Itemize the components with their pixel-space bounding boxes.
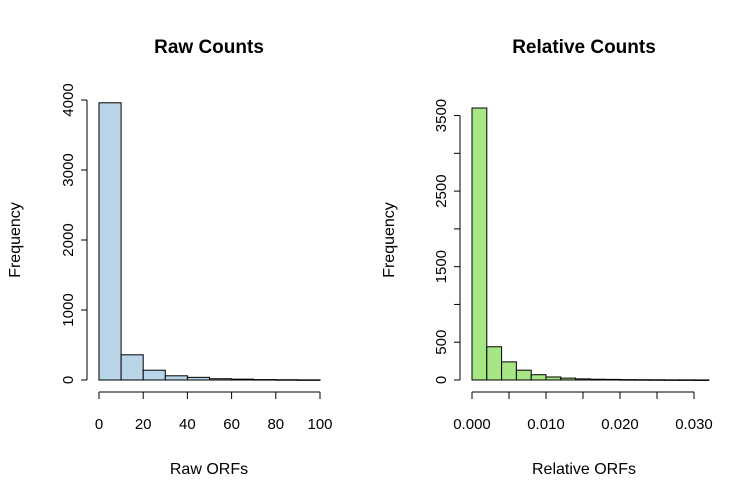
- relative-counts-bar: [515, 369, 532, 381]
- raw-counts-bar: [120, 354, 144, 381]
- relative-counts-x-tick-label: 0.020: [601, 416, 639, 433]
- raw-counts-bar: [142, 369, 166, 381]
- raw-counts-y-tick-label: 0: [60, 376, 77, 384]
- raw-counts-bar: [98, 102, 122, 381]
- raw-counts-ylabel: Frequency: [7, 202, 24, 278]
- relative-counts-bar: [663, 379, 680, 381]
- raw-counts-bar: [209, 378, 233, 381]
- relative-counts-bar: [604, 378, 621, 381]
- raw-counts-x-tick-label: 40: [179, 416, 196, 433]
- raw-counts-bar: [253, 379, 277, 381]
- raw-counts-xlabel: Raw ORFs: [170, 461, 248, 478]
- raw-counts-bar: [164, 375, 188, 381]
- raw-counts-y-tick-label: 3000: [60, 153, 77, 186]
- relative-counts-x-axis: 0.000 0.010 0.020 0.030: [453, 391, 713, 433]
- relative-counts-y-tick-label: 2500: [433, 174, 450, 207]
- raw-counts-x-tick-label: 20: [135, 416, 152, 433]
- relative-counts-title: Relative Counts: [512, 37, 656, 58]
- relative-counts-y-tick-label: 1500: [433, 250, 450, 283]
- relative-counts-bar: [589, 378, 606, 381]
- relative-counts-y-axis: 0 500 1500 2500 3500: [433, 99, 461, 384]
- raw-counts-panel: Raw Counts Frequency Raw ORFs 0100020003…: [7, 37, 333, 478]
- relative-counts-bar: [678, 379, 695, 381]
- relative-counts-xlabel: Relative ORFs: [532, 461, 636, 478]
- raw-counts-x-tick-label: 80: [267, 416, 284, 433]
- relative-counts-bar: [471, 107, 488, 381]
- relative-counts-bar: [545, 376, 562, 381]
- relative-counts-bars: [471, 107, 710, 381]
- raw-counts-x-tick-label: 0: [95, 416, 103, 433]
- raw-counts-x-tick-label: 100: [307, 416, 332, 433]
- relative-counts-x-tick-label: 0.010: [527, 416, 565, 433]
- raw-counts-y-tick-label: 1000: [60, 293, 77, 326]
- relative-counts-y-tick-label: 0: [433, 376, 450, 384]
- relative-counts-x-tick-label: 0.030: [675, 416, 713, 433]
- relative-counts-bar: [575, 378, 591, 381]
- raw-counts-bar: [275, 379, 299, 381]
- raw-counts-bars: [98, 102, 321, 381]
- raw-counts-bar: [231, 378, 255, 381]
- raw-counts-y-tick-label: 4000: [60, 83, 77, 116]
- raw-counts-title: Raw Counts: [154, 37, 264, 58]
- raw-counts-bar: [297, 379, 321, 381]
- relative-counts-x-tick-label: 0.000: [453, 416, 491, 433]
- raw-counts-bar: [186, 376, 210, 381]
- relative-counts-ylabel: Frequency: [381, 202, 398, 278]
- relative-counts-bar: [619, 379, 636, 381]
- relative-counts-bar: [634, 379, 651, 381]
- relative-counts-bar: [501, 361, 517, 381]
- relative-counts-panel: Relative Counts Frequency Relative ORFs …: [381, 37, 713, 478]
- raw-counts-x-tick-label: 60: [223, 416, 240, 433]
- relative-counts-bar: [693, 379, 710, 381]
- raw-counts-y-axis: 0 1000 2000 3000 4000: [60, 83, 88, 384]
- relative-counts-bar: [560, 377, 577, 381]
- relative-counts-y-tick-label: 500: [433, 330, 450, 355]
- relative-counts-bar: [530, 374, 547, 381]
- relative-counts-y-tick-label: 3500: [433, 99, 450, 132]
- raw-counts-y-tick-label: 2000: [60, 223, 77, 256]
- relative-counts-bar: [486, 346, 503, 381]
- relative-counts-bar: [649, 379, 665, 381]
- raw-counts-x-axis: 0 20 40 60 80 100: [95, 391, 333, 433]
